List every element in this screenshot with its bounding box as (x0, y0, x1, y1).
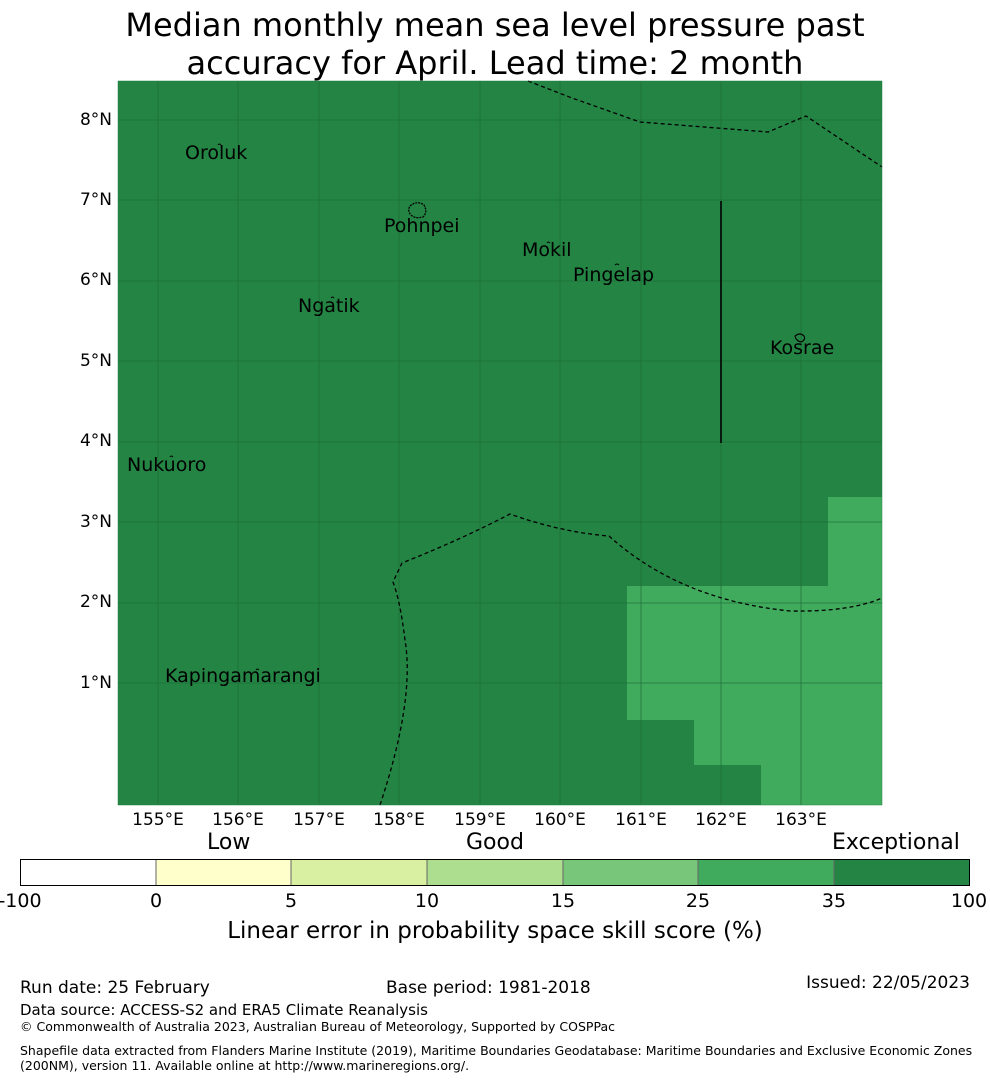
eez-boundaries (379, 80, 883, 806)
tick-label-4: 10 (414, 890, 440, 912)
title-line-2: accuracy for April. Lead time: 2 month (186, 44, 804, 82)
tick-label-5: 15 (550, 890, 576, 912)
lat-label-5n: 5°N (79, 351, 112, 371)
category-exceptional: Exceptional (832, 830, 960, 855)
place-nukuoro: Nukuoro (127, 454, 207, 476)
lat-label-4n: 4°N (79, 431, 112, 451)
tick-label-8: 100 (950, 890, 988, 912)
tick-label-6: 25 (685, 890, 711, 912)
colorbar-segment-3 (291, 859, 427, 886)
tick-label-1: -100 (0, 890, 42, 912)
mokil-island-icon (546, 241, 551, 244)
place-mokil: Mokil (522, 239, 572, 261)
skill-map (117, 80, 883, 806)
lon-label-161e: 161°E (615, 810, 667, 830)
tick-label-7: 35 (821, 890, 847, 912)
place-pingelap: Pingelap (573, 264, 655, 286)
colorbar-segment-4 (427, 859, 563, 886)
lon-label-162e: 162°E (695, 810, 747, 830)
lon-label-157e: 157°E (293, 810, 345, 830)
pohnpei-island-icon (408, 202, 427, 219)
issued-date: Issued: 22/05/2023 (806, 973, 970, 993)
map-frame (117, 80, 883, 806)
lat-label-2n: 2°N (79, 592, 112, 612)
tick-label-2: 0 (149, 890, 163, 912)
shapefile-line-2: (200NM), version 11. Available online at… (20, 1058, 470, 1073)
base-period: Base period: 1981-2018 (386, 978, 591, 998)
place-oroluk: Oroluk (185, 142, 248, 164)
colorbar-label: Linear error in probability space skill … (227, 918, 763, 944)
lat-label-6n: 6°N (79, 270, 112, 290)
copyright: © Commonwealth of Australia 2023, Austra… (20, 1019, 615, 1034)
title-line-1: Median monthly mean sea level pressure p… (125, 6, 865, 44)
nukuoro-island-icon (169, 455, 174, 458)
tick-label-3: 5 (284, 890, 298, 912)
lon-label-160e: 160°E (534, 810, 586, 830)
place-ngatik: Ngatik (298, 295, 360, 317)
lon-label-155e: 155°E (132, 810, 184, 830)
lat-label-1n: 1°N (79, 673, 112, 693)
category-good: Good (466, 830, 524, 855)
run-date: Run date: 25 February (20, 978, 210, 998)
good-region (627, 497, 882, 805)
lon-label-159e: 159°E (454, 810, 506, 830)
colorbar (20, 859, 970, 886)
lon-label-163e: 163°E (775, 810, 827, 830)
lat-label-7n: 7°N (79, 190, 112, 210)
category-low: Low (207, 830, 251, 855)
colorbar-segment-5 (563, 859, 698, 886)
kapinga-island-icon (255, 668, 260, 671)
lon-label-158e: 158°E (373, 810, 425, 830)
pingelap-island-icon (614, 263, 620, 266)
place-kosrae: Kosrae (770, 337, 835, 359)
oroluk-island-icon (217, 143, 222, 146)
lat-label-8n: 8°N (79, 110, 112, 130)
graticule (118, 81, 882, 805)
colorbar-segment-6 (698, 859, 834, 886)
chart-title: Median monthly mean sea level pressure p… (0, 6, 990, 82)
data-source: Data source: ACCESS-S2 and ERA5 Climate … (20, 1001, 428, 1019)
colorbar-segment-2 (156, 859, 291, 886)
shapefile-line-1: Shapefile data extracted from Flanders M… (20, 1043, 973, 1058)
place-kapingamarangi: Kapingamarangi (165, 665, 321, 687)
colorbar-segment-1 (20, 859, 156, 886)
place-pohnpei: Pohnpei (384, 215, 460, 237)
lon-label-156e: 156°E (212, 810, 264, 830)
ngatik-island-icon (330, 296, 335, 299)
lat-label-3n: 3°N (79, 512, 112, 532)
colorbar-segment-7 (834, 859, 970, 886)
kosrae-island-icon (794, 333, 806, 343)
